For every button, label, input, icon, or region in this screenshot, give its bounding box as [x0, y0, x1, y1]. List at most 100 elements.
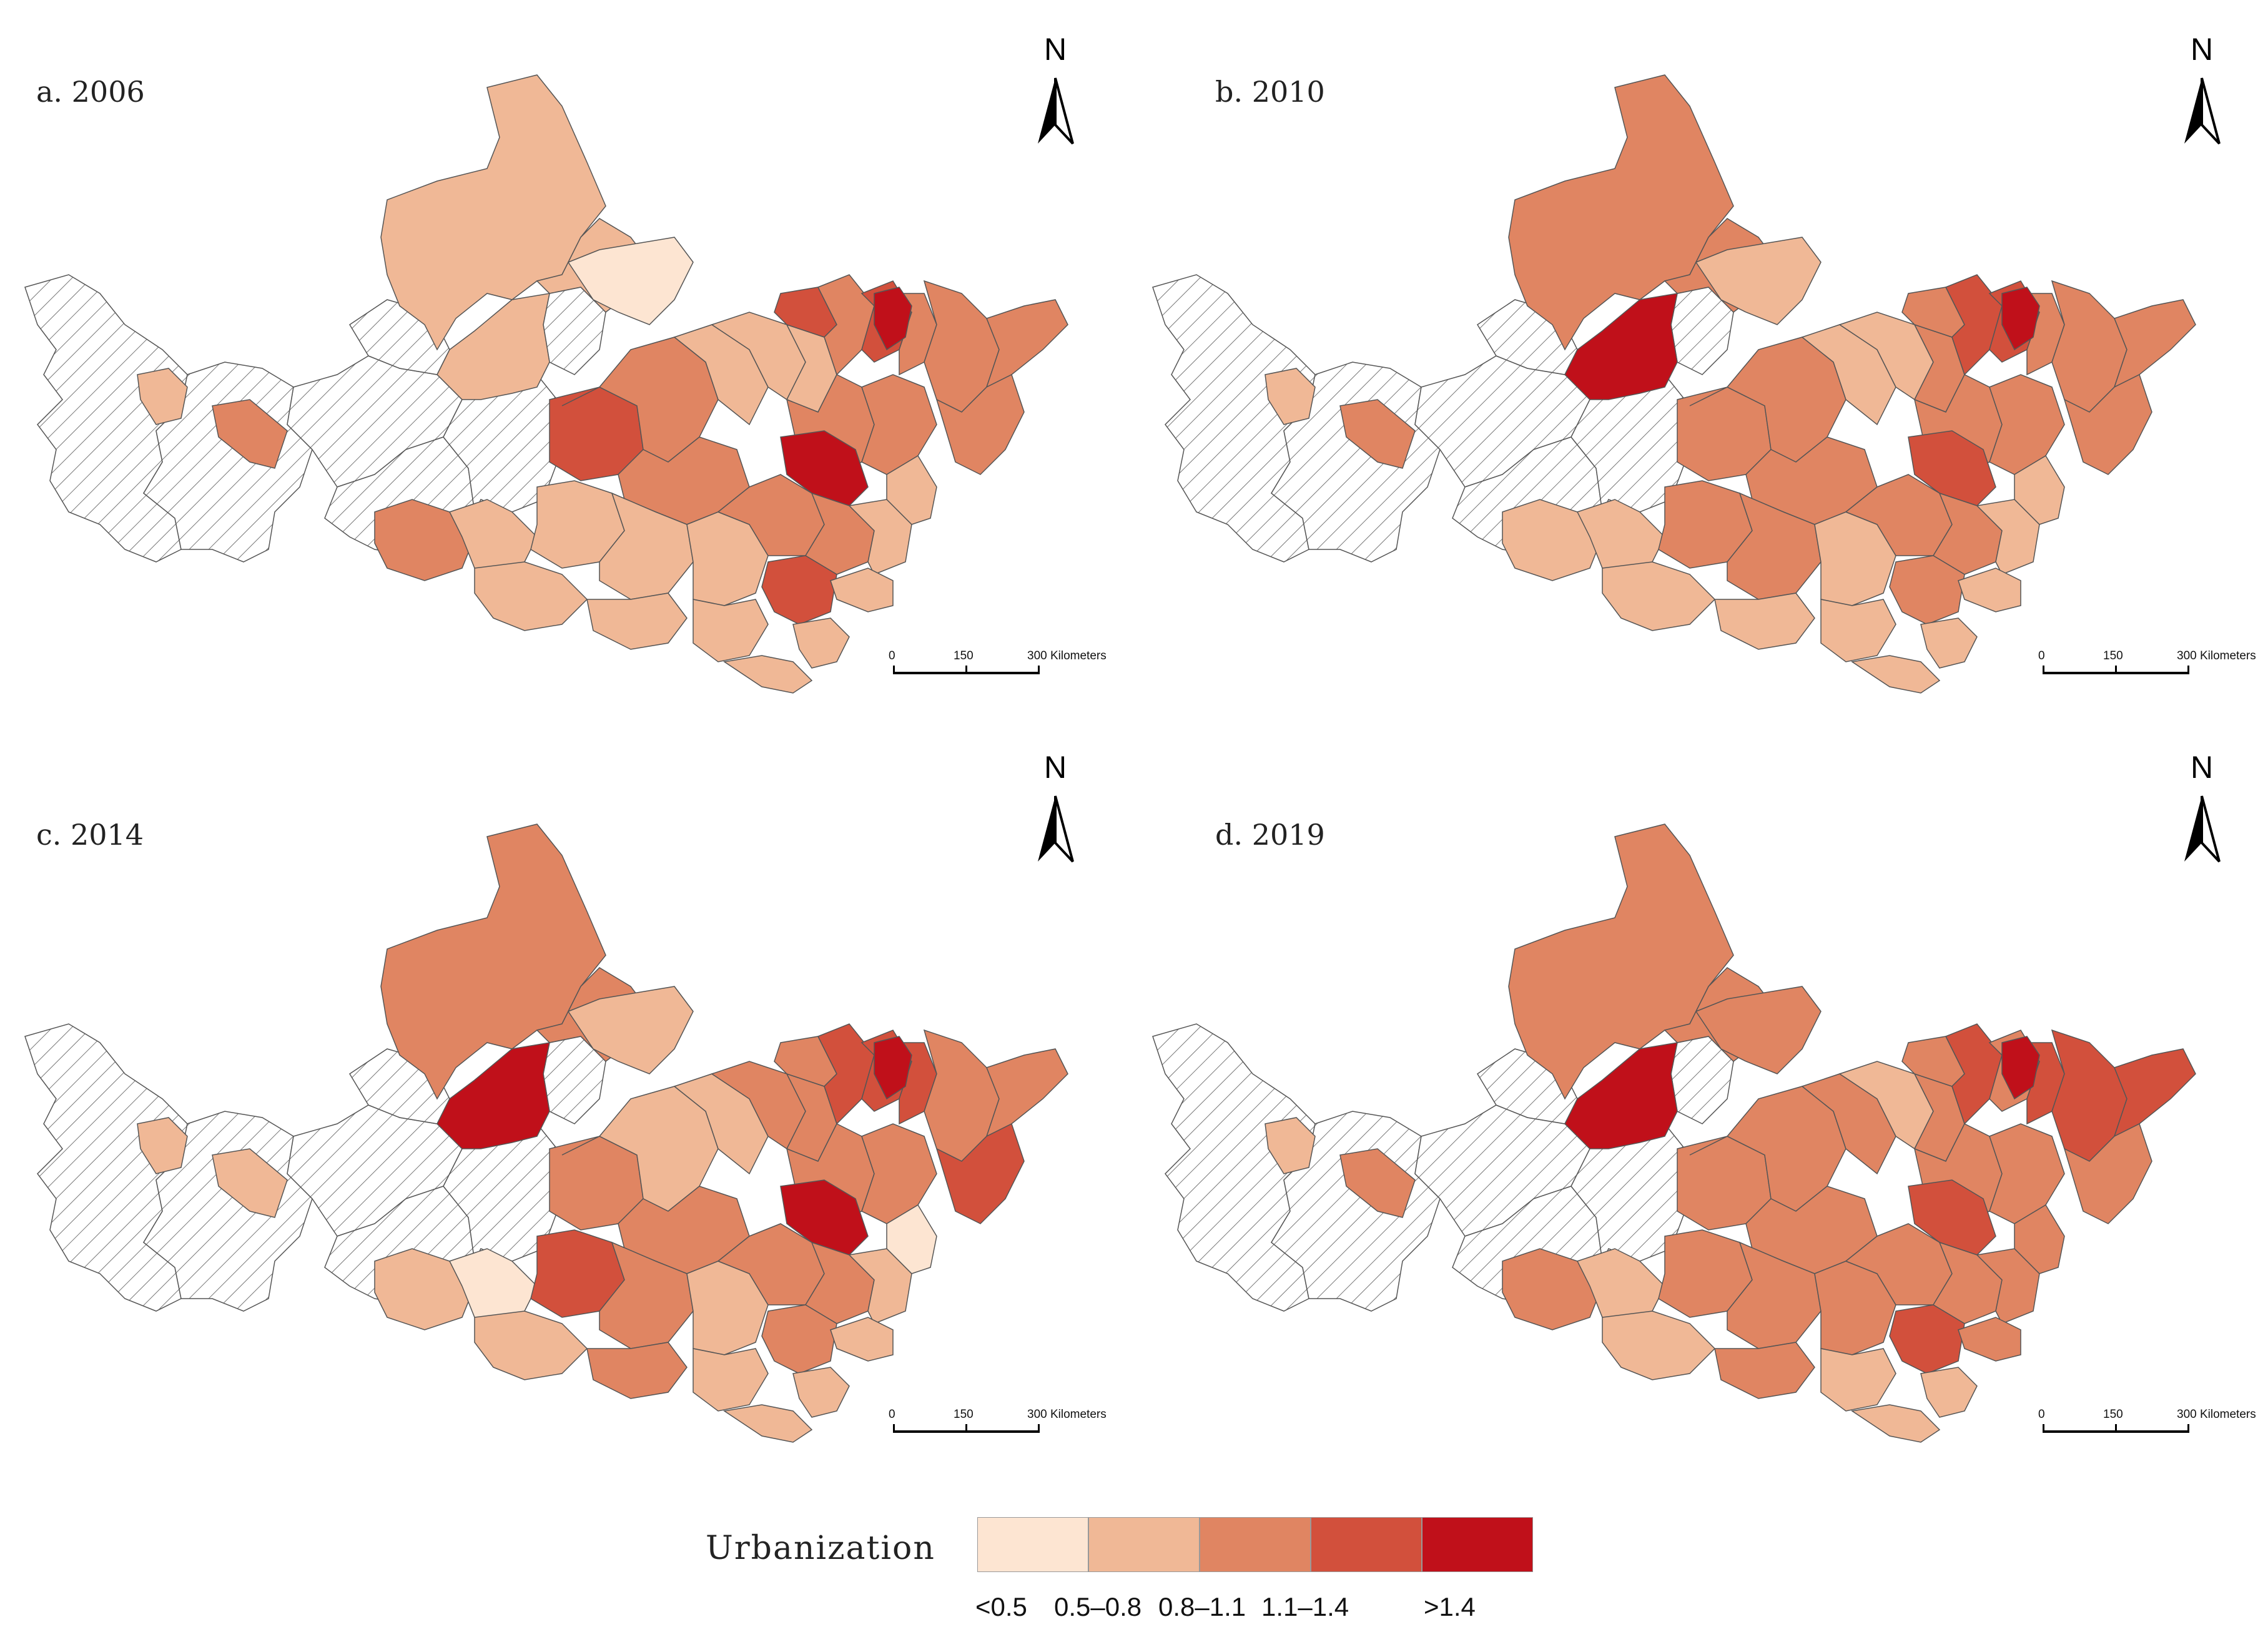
scale-tick [965, 1424, 967, 1433]
legend-label-5: >1.4 [1424, 1592, 1476, 1621]
region-hotE [780, 430, 869, 506]
region-ne4 [935, 373, 1025, 475]
region-ss5 [830, 1317, 894, 1362]
region-s9 [886, 1204, 937, 1274]
region-s9 [2014, 455, 2065, 525]
region-westB [143, 361, 313, 563]
scale-label-150: 150 [954, 1408, 974, 1421]
region-ss1 [474, 1310, 588, 1380]
region-ss4 [1851, 655, 1941, 694]
region-river [1564, 1042, 1678, 1149]
north-arrow: N [2171, 749, 2233, 874]
region-hotS [1889, 555, 1965, 625]
region-ne4 [2063, 373, 2152, 475]
legend-label-2: 0.5–0.8 [1054, 1592, 1142, 1621]
region-westB [1271, 361, 1441, 563]
region-ss2 [1714, 1342, 1815, 1399]
scale-label-0: 0 [2038, 649, 2045, 662]
region-hotE [1908, 430, 1996, 506]
region-central [561, 1086, 719, 1212]
scale-tick [2187, 666, 2189, 674]
map-panel-2014: c. 2014 N 0 150 300 Kilometers [0, 749, 1134, 1486]
scale-label-300: 300 Kilometers [2177, 649, 2256, 662]
region-e2 [1945, 1023, 2003, 1125]
legend-swatch-1 [977, 1517, 1088, 1572]
scale-tick [1038, 1424, 1040, 1433]
region-ss2 [586, 592, 688, 650]
region-ss5 [1958, 1317, 2021, 1362]
scale-bar: 0 150 300 Kilometers [884, 649, 1107, 705]
region-isleW2 [1339, 399, 1416, 469]
region-ss6 [1920, 617, 1978, 669]
map-panel-2019: d. 2019 N 0 150 300 Kilometers [1134, 749, 2268, 1486]
legend-swatch-3 [1200, 1517, 1311, 1572]
region-s1 [374, 1248, 475, 1330]
legend-swatch-5 [1422, 1517, 1533, 1572]
region-ss6 [792, 1367, 850, 1418]
region-westA [24, 274, 188, 563]
region-ss3 [1820, 599, 1896, 662]
region-ss3 [693, 599, 769, 662]
north-arrow: N [2171, 31, 2233, 156]
legend-title: Urbanization [706, 1530, 935, 1567]
legend: Urbanization <0.5 0.5–0.8 0.8–1.1 1.1–1.… [706, 1517, 1549, 1621]
scale-label-150: 150 [2103, 649, 2123, 662]
region-hotS [761, 1304, 837, 1374]
region-ss4 [723, 655, 813, 694]
choropleth-map [24, 74, 1068, 694]
region-central [1689, 1086, 1846, 1212]
region-e2 [1945, 274, 2003, 376]
map-panel-2006: a. 2006 N 0 150 300 Kilometers [0, 0, 1134, 737]
region-ss4 [1851, 1404, 1941, 1443]
region-ne4 [935, 1123, 1025, 1224]
panel-label: d. 2019 [1215, 818, 1325, 852]
north-letter: N [1043, 750, 1067, 785]
north-letter: N [1043, 32, 1067, 67]
north-arrow: N [1024, 31, 1087, 156]
region-e2 [817, 274, 875, 376]
region-ss2 [1714, 592, 1815, 650]
region-s1 [1502, 1248, 1603, 1330]
region-s1 [1502, 499, 1603, 581]
region-isleW [1265, 368, 1316, 425]
region-e2 [817, 1023, 875, 1125]
region-ne3 [2113, 1048, 2196, 1138]
choropleth-map [24, 823, 1068, 1443]
legend-label-4: 1.1–1.4 [1261, 1592, 1349, 1621]
region-topPale [1695, 237, 1822, 325]
region-north [1508, 74, 1734, 351]
region-hotE [780, 1179, 869, 1256]
region-westA [24, 1023, 188, 1312]
region-s1 [374, 499, 475, 581]
region-isleW [1265, 1117, 1316, 1174]
region-isleW2 [1339, 1148, 1416, 1218]
scale-tick [893, 666, 895, 674]
region-hotNE [874, 287, 912, 351]
scale-tick [1038, 666, 1040, 674]
scale-tick [2115, 1424, 2117, 1433]
region-isleW2 [212, 399, 288, 469]
choropleth-map [1152, 823, 2196, 1443]
region-ss1 [474, 561, 588, 631]
region-westA [1152, 274, 1316, 563]
north-arrow-icon [2184, 77, 2221, 145]
panel-label: b. 2010 [1215, 75, 1325, 109]
scale-tick [2043, 1424, 2044, 1433]
scale-label-300: 300 Kilometers [1027, 649, 1107, 662]
region-central [1689, 337, 1846, 463]
region-north [380, 823, 606, 1100]
region-topPale [1695, 986, 1822, 1074]
scale-tick [893, 1424, 895, 1433]
region-ne3 [985, 1048, 1068, 1138]
region-north [1508, 823, 1734, 1100]
north-arrow-icon [1038, 795, 1074, 863]
panel-label: c. 2014 [36, 818, 144, 852]
region-hotNE [2001, 287, 2040, 351]
region-ss4 [723, 1404, 813, 1443]
region-ne3 [2113, 299, 2196, 388]
region-hotS [1889, 1304, 1965, 1374]
region-topPale [567, 986, 694, 1074]
scale-tick [2187, 1424, 2189, 1433]
scale-label-150: 150 [954, 649, 974, 662]
north-letter: N [2190, 750, 2214, 785]
